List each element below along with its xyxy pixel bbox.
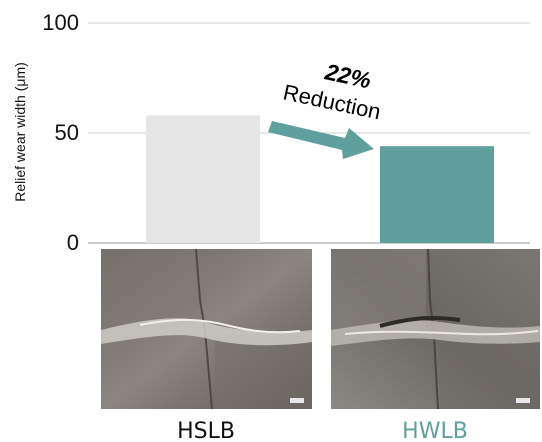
bars bbox=[146, 115, 494, 243]
bar-hwlb bbox=[380, 146, 494, 243]
y-axis-label: Relief wear width (μm) bbox=[12, 62, 28, 202]
y-axis-ticks: 0 50 100 bbox=[42, 10, 79, 255]
bar-hslb bbox=[146, 115, 260, 243]
hslb-micrograph bbox=[101, 248, 312, 410]
hwlb-micrograph bbox=[331, 248, 540, 410]
y-tick-label: 100 bbox=[42, 10, 79, 35]
category-label-hwlb: HWLB bbox=[402, 419, 468, 442]
category-label-hslb: HSLB bbox=[177, 419, 235, 442]
y-tick-label: 0 bbox=[67, 230, 79, 255]
reduction-arrow-icon bbox=[268, 121, 374, 159]
reduction-annotation: 22% Reduction bbox=[268, 58, 383, 159]
y-tick-label: 50 bbox=[55, 120, 79, 145]
